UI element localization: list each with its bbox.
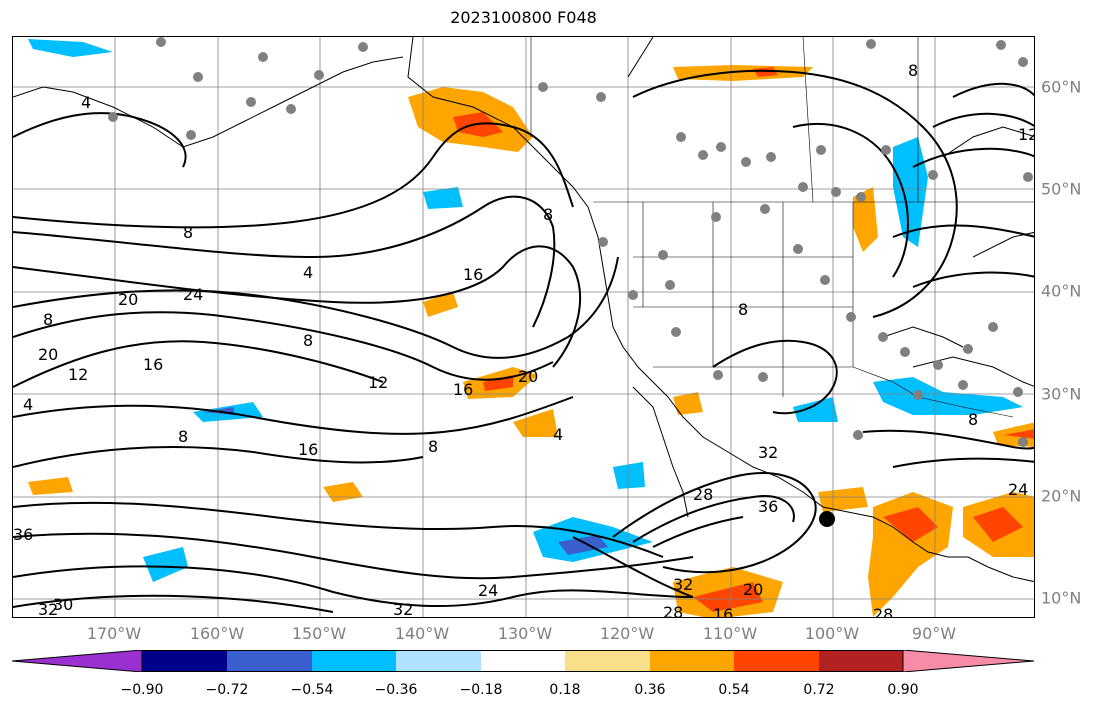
lon-label: 100°W [804,624,860,643]
lon-label: 160°W [189,624,245,643]
contour-label: 12 [1018,125,1034,144]
political-borders [530,37,1034,418]
contour-label: 4 [81,93,92,112]
contour-label: 16 [453,380,474,399]
contour-label: 16 [298,440,319,459]
lon-label: 120°W [599,624,655,643]
station-dots [108,37,1033,447]
colorbar-under-triangle [12,650,143,672]
contour-label: 32 [38,600,59,618]
contour-label: 32 [758,443,779,462]
contour-label: 8 [43,310,54,329]
lat-label: 30°N [1041,384,1082,404]
contour-label: 8 [543,205,554,224]
contour-label: 16 [143,355,164,374]
lat-label: 40°N [1041,281,1082,301]
contour-label: 8 [303,331,314,350]
contour-label: 36 [758,497,779,516]
contour-label: 32 [673,575,694,594]
contour-label: 4 [303,263,314,282]
colorbar-cell [819,650,903,672]
colorbar-cell [734,650,819,672]
lat-label: 60°N [1041,77,1082,97]
contour-label: 20 [118,290,139,309]
contour-label: 8 [428,437,439,456]
colorbar-cell [142,650,227,672]
contour-label: 8 [968,410,979,429]
colorbar [12,650,1035,672]
contour-label: 8 [178,427,189,446]
colorbar-tick: 0.90 [887,682,919,698]
contour-label: 24 [1008,480,1029,499]
colorbar-tick: −0.54 [290,682,334,698]
colorbar-cell [650,650,734,672]
colorbar-cell [481,650,565,672]
contour-label: 28 [873,605,894,618]
lon-label: 90°W [911,624,957,643]
colorbar-cell [227,650,312,672]
contour-label: 20 [518,367,539,386]
coastlines [13,37,1034,583]
map-panel: 4 8 4 8 12 24 16 20 8 16 20 12 16 20 8 12 8 4 16 8 4 28 32 36 32… [12,36,1035,618]
storm-center-marker [819,511,835,527]
colorbar-tick: 0.18 [549,682,581,698]
lat-label: 10°N [1041,588,1082,608]
lon-label: 130°W [497,624,553,643]
colorbar-cell [565,650,650,672]
map-canvas [13,37,1034,617]
height-contours [13,69,1034,613]
contour-label: 16 [463,265,484,284]
contour-label: 20 [38,345,59,364]
colorbar-cell [312,650,396,672]
contour-label: 28 [663,603,684,618]
contour-label: 32 [393,600,414,618]
contour-label: 30 [53,595,74,614]
lon-label: 110°W [702,624,758,643]
cool-shading [28,39,1023,582]
colorbar-tick: −0.36 [374,682,418,698]
colorbar-cell [396,650,481,672]
map-title: 2023100800 F048 [450,8,597,27]
colorbar-tick: 0.72 [803,682,835,698]
contour-label: 4 [23,395,34,414]
lat-label: 50°N [1041,179,1082,199]
lon-label: 140°W [394,624,450,643]
contour-label: 16 [713,605,734,618]
colorbar-over-triangle [902,650,1035,672]
contour-label: 24 [478,581,499,600]
contour-label: 8 [908,61,919,80]
lon-label: 150°W [291,624,347,643]
lon-label: 170°W [86,624,142,643]
contour-label: 28 [693,485,714,504]
contour-label: 8 [183,223,194,242]
colorbar-tick: 0.36 [634,682,666,698]
colorbar-tick: 0.54 [718,682,750,698]
colorbar-tick: −0.18 [459,682,503,698]
colorbar-tick: −0.90 [120,682,164,698]
contour-label: 12 [68,365,89,384]
colorbar-tick: −0.72 [205,682,249,698]
contour-label: 8 [738,300,749,319]
contour-label: 20 [743,580,764,599]
contour-label: 36 [13,525,34,544]
contour-label: 4 [553,425,564,444]
contour-label: 24 [183,285,204,304]
contour-label: 12 [368,373,389,392]
lat-label: 20°N [1041,486,1082,506]
